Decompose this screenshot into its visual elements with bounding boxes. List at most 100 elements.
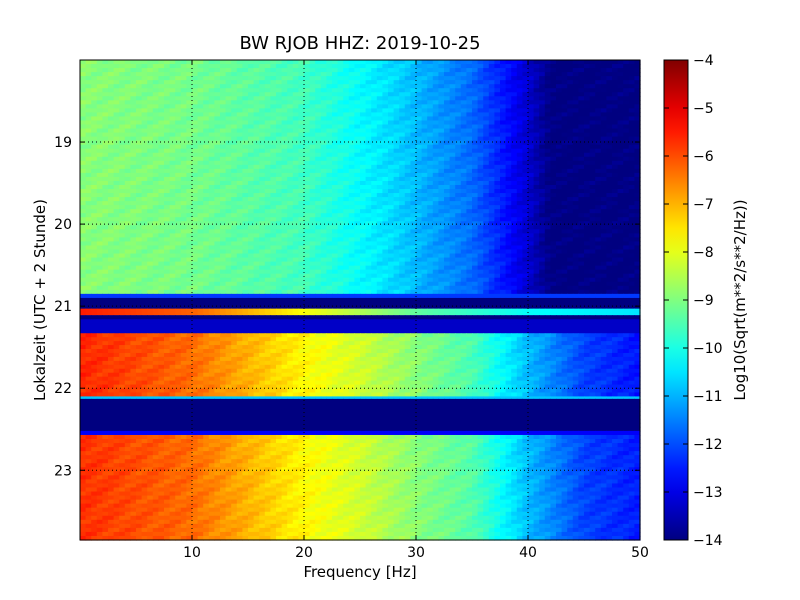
heatmap-cell xyxy=(567,229,574,234)
heatmap-cell xyxy=(231,249,238,255)
heatmap-cell xyxy=(416,245,423,251)
heatmap-cell xyxy=(175,217,182,222)
heatmap-cell xyxy=(488,201,495,206)
heatmap-cell xyxy=(119,96,126,101)
heatmap-cell xyxy=(617,168,624,174)
heatmap-cell xyxy=(455,193,462,198)
heatmap-cell xyxy=(102,112,109,118)
heatmap-cell xyxy=(192,100,199,105)
heatmap-cell xyxy=(214,233,221,239)
heatmap-cell xyxy=(141,108,148,114)
heatmap-cell xyxy=(214,205,221,210)
heatmap-cell xyxy=(113,241,120,247)
heatmap-cell xyxy=(180,253,187,259)
heatmap-cell xyxy=(522,136,529,142)
heatmap-cell xyxy=(231,225,238,230)
heatmap-cell xyxy=(477,136,484,142)
heatmap-cell xyxy=(595,172,602,178)
heatmap-cell xyxy=(304,120,311,126)
heatmap-cell xyxy=(578,92,585,97)
heatmap-cell xyxy=(108,64,115,69)
heatmap-cell xyxy=(399,88,406,93)
heatmap-cell xyxy=(180,205,187,210)
heatmap-cell xyxy=(80,257,87,263)
heatmap-cell xyxy=(96,88,103,93)
heatmap-cell xyxy=(376,245,383,251)
heatmap-cell xyxy=(354,88,361,93)
heatmap-cell xyxy=(225,140,232,146)
heatmap-cell xyxy=(164,176,171,182)
heatmap-cell xyxy=(130,184,137,190)
heatmap-cell xyxy=(404,184,411,190)
heatmap-cell xyxy=(528,225,535,230)
heatmap-cell xyxy=(192,116,199,122)
heatmap-cell xyxy=(315,140,322,146)
heatmap-cell xyxy=(382,229,389,234)
heatmap-cell xyxy=(578,193,585,198)
heatmap-cell xyxy=(628,180,635,186)
heatmap-cell xyxy=(427,72,434,77)
heatmap-cell xyxy=(248,92,255,97)
heatmap-cell xyxy=(276,156,283,162)
heatmap-cell xyxy=(264,104,271,109)
heatmap-cell xyxy=(606,225,613,230)
heatmap-cell xyxy=(220,176,227,182)
heatmap-cell xyxy=(208,184,215,190)
heatmap-cell xyxy=(494,168,501,174)
heatmap-cell xyxy=(455,76,462,81)
heatmap-cell xyxy=(438,120,445,126)
heatmap-cell xyxy=(371,176,378,182)
heatmap-cell xyxy=(309,221,316,226)
heatmap-cell xyxy=(259,225,266,230)
heatmap-cell xyxy=(522,108,529,114)
heatmap-cell xyxy=(511,88,518,93)
heatmap-cell xyxy=(399,80,406,85)
heatmap-cell xyxy=(281,160,288,166)
heatmap-cell xyxy=(96,241,103,247)
heatmap-cell xyxy=(85,160,92,166)
heatmap-cell xyxy=(180,209,187,214)
heatmap-cell xyxy=(124,168,131,174)
heatmap-cell xyxy=(449,88,456,93)
heatmap-cell xyxy=(203,197,210,202)
heatmap-cell xyxy=(365,189,372,194)
heatmap-cell xyxy=(427,76,434,81)
heatmap-cell xyxy=(511,144,518,150)
heatmap-cell xyxy=(236,80,243,85)
heatmap-cell xyxy=(141,189,148,194)
heatmap-cell xyxy=(365,60,372,65)
heatmap-cell xyxy=(337,205,344,210)
heatmap-cell xyxy=(488,136,495,142)
heatmap-cell xyxy=(264,253,271,259)
heatmap-cell xyxy=(371,112,378,118)
heatmap-cell xyxy=(410,120,417,126)
heatmap-cell xyxy=(483,213,490,218)
heatmap-cell xyxy=(600,249,607,255)
heatmap-cell xyxy=(208,140,215,146)
heatmap-cell xyxy=(169,116,176,122)
heatmap-cell xyxy=(192,80,199,85)
heatmap-cell xyxy=(220,237,227,243)
heatmap-cell xyxy=(572,152,579,158)
heatmap-cell xyxy=(91,237,98,243)
heatmap-cell xyxy=(533,213,540,218)
heatmap-cell xyxy=(539,193,546,198)
heatmap-cell xyxy=(91,100,98,105)
heatmap-cell xyxy=(460,68,467,73)
heatmap-cell xyxy=(634,84,641,89)
heatmap-cell xyxy=(550,221,557,226)
heatmap-cell xyxy=(276,100,283,105)
heatmap-cell xyxy=(192,233,199,239)
heatmap-cell xyxy=(472,156,479,162)
heatmap-cell xyxy=(320,180,327,186)
heatmap-cell xyxy=(80,233,87,239)
heatmap-cell xyxy=(231,100,238,105)
heatmap-cell xyxy=(488,60,495,65)
heatmap-cell xyxy=(203,140,210,146)
heatmap-cell xyxy=(494,112,501,118)
heatmap-cell xyxy=(343,253,350,259)
heatmap-cell xyxy=(505,124,512,130)
heatmap-cell xyxy=(399,104,406,109)
heatmap-cell xyxy=(550,237,557,243)
heatmap-cell xyxy=(281,148,288,154)
